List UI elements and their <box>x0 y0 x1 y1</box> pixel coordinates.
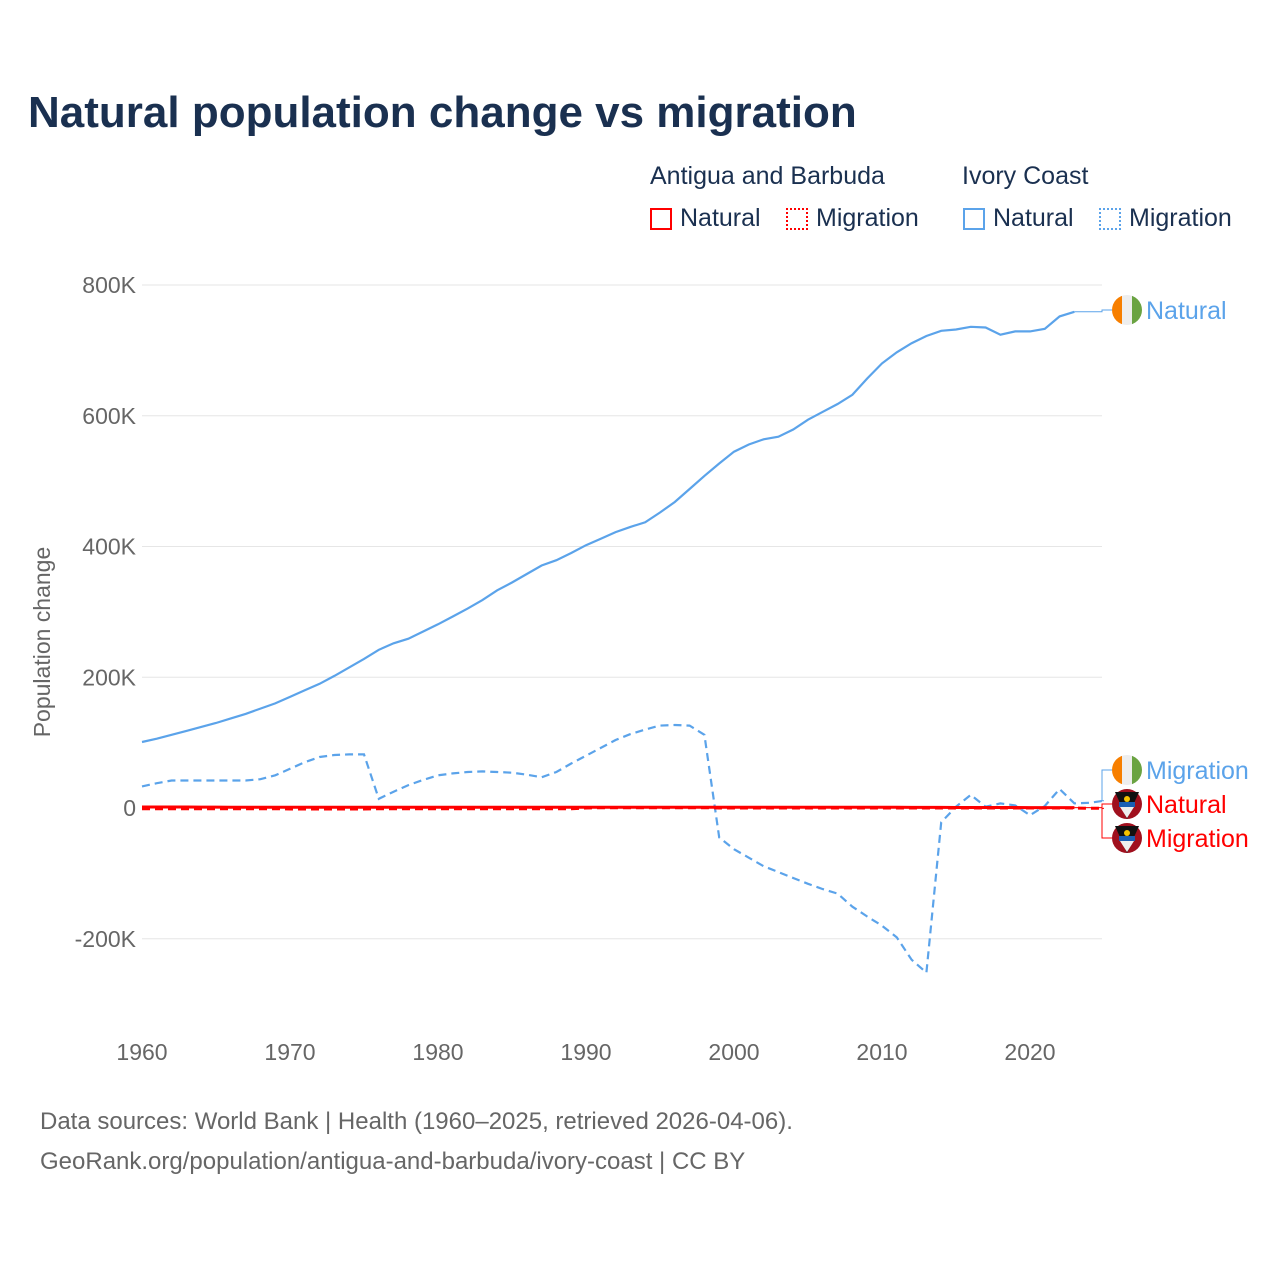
legend-swatch <box>786 208 808 230</box>
series-line-ivory-coast-migration[interactable] <box>141 723 1105 975</box>
footer-link[interactable]: GeoRank.org/population/antigua-and-barbu… <box>40 1148 746 1175</box>
label-connector <box>1101 807 1112 839</box>
legend-label: Migration <box>1129 204 1232 232</box>
x-tick-label: 1990 <box>560 1039 611 1065</box>
footer-sources: Data sources: World Bank | Health (1960–… <box>40 1108 793 1135</box>
y-axis-label: Population change <box>29 547 55 738</box>
y-tick-label: 0 <box>123 795 136 821</box>
x-tick-label: 2000 <box>708 1039 759 1065</box>
x-tick-label: 2010 <box>856 1039 907 1065</box>
x-tick-label: 1960 <box>116 1039 167 1065</box>
x-tick-label: 1980 <box>412 1039 463 1065</box>
y-tick-label: 200K <box>82 664 136 690</box>
series-line-antigua-and-barbuda-migration[interactable] <box>142 806 1104 811</box>
series-end-label: Natural <box>1146 791 1227 819</box>
antigua-flag-icon <box>1112 789 1142 819</box>
legend-label: Natural <box>993 204 1074 232</box>
series-line-antigua-and-barbuda-natural[interactable] <box>142 805 1075 810</box>
legend-label: Natural <box>680 204 761 232</box>
legend-group-antigua: Antigua and Barbuda <box>650 162 885 190</box>
antigua-flag-icon <box>1112 823 1142 853</box>
legend-swatch <box>650 208 672 230</box>
label-connector <box>1074 309 1112 313</box>
label-connector <box>1101 769 1112 802</box>
legend-label: Migration <box>816 204 919 232</box>
label-connector <box>1074 803 1112 809</box>
legend-swatch <box>1099 208 1121 230</box>
series-line-ivory-coast-natural[interactable] <box>141 310 1075 744</box>
y-tick-label: -200K <box>75 926 137 952</box>
x-tick-label: 2020 <box>1004 1039 1055 1065</box>
legend-swatch <box>963 208 985 230</box>
page-title: Natural population change vs migration <box>28 88 857 137</box>
x-tick-label: 1970 <box>264 1039 315 1065</box>
series-end-label: Migration <box>1146 825 1249 853</box>
y-tick-label: 800K <box>82 272 136 298</box>
series-end-label: Migration <box>1146 757 1249 785</box>
y-tick-label: 600K <box>82 403 136 429</box>
legend-group-ivory: Ivory Coast <box>962 162 1089 190</box>
ivory-coast-flag-icon <box>1112 295 1142 325</box>
y-tick-label: 400K <box>82 534 136 560</box>
ivory-coast-flag-icon <box>1112 755 1142 785</box>
series-end-label: Natural <box>1146 297 1227 325</box>
